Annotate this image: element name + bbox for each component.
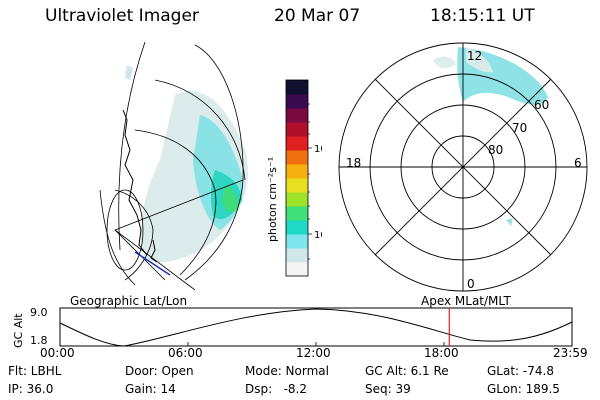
glon-info: GLon: 189.5 <box>487 382 560 396</box>
colorbar-stripe <box>286 108 308 123</box>
gc-alt-info: GC Alt: 6.1 Re <box>365 364 449 378</box>
colorbar-stripe <box>286 122 308 137</box>
polar-plot: 12 18 6 0 60 70 80 <box>338 42 588 292</box>
mlt-label-12: 12 <box>467 49 482 63</box>
mlat-label-70: 70 <box>512 121 527 135</box>
altitude-ytick-min: 1.8 <box>30 334 48 347</box>
colorbar-stripe <box>286 80 308 95</box>
apex-label: Apex MLat/MLT <box>421 294 511 308</box>
mode-info: Mode: Normal <box>245 364 329 378</box>
colorbar-stripe <box>286 192 308 207</box>
xtick-1200: 12:00 <box>296 346 331 360</box>
altitude-ytick-max: 9.0 <box>30 306 48 319</box>
mlt-label-0: 0 <box>467 277 475 291</box>
colorbar-stripe <box>286 234 308 249</box>
colorbar-unit-label: photon cm⁻²s⁻¹ <box>266 157 279 242</box>
colorbar-gradient <box>286 80 308 277</box>
seq-info: Seq: 39 <box>365 382 411 396</box>
colorbar-tick-100: 100 <box>314 144 322 155</box>
geographic-map <box>99 41 248 290</box>
dsp-info: Dsp: -8.2 <box>245 382 308 396</box>
filter-info: Flt: LBHL <box>8 364 62 378</box>
ip-info: IP: 36.0 <box>8 382 54 396</box>
xtick-1800: 18:00 <box>424 346 459 360</box>
door-info: Door: Open <box>125 364 194 378</box>
colorbar-stripe <box>286 94 308 109</box>
colorbar-stripe <box>286 262 308 277</box>
mlat-label-60: 60 <box>534 98 549 112</box>
geographic-label: Geographic Lat/Lon <box>70 294 188 308</box>
glat-info: GLat: -74.8 <box>487 364 554 378</box>
altitude-plot: GC Alt 9.0 1.8 <box>12 306 573 348</box>
xtick-0000: 00:00 <box>40 346 75 360</box>
colorbar-tick-10: 10 <box>314 230 322 241</box>
date-label: 20 Mar 07 <box>274 6 361 26</box>
colorbar-stripe <box>286 164 308 179</box>
gain-info: Gain: 14 <box>125 382 176 396</box>
colorbar-stripe <box>286 150 308 165</box>
colorbar-stripe <box>286 136 308 151</box>
mlt-label-18: 18 <box>346 156 361 170</box>
mlt-label-6: 6 <box>574 156 582 170</box>
mlat-label-80: 80 <box>488 143 503 157</box>
colorbar-stripe <box>286 206 308 221</box>
instrument-title: Ultraviolet Imager <box>45 6 199 26</box>
xtick-2359: 23:59 <box>553 346 588 360</box>
altitude-ylabel: GC Alt <box>12 313 25 348</box>
colorbar-stripe <box>286 220 308 235</box>
colorbar: 100 10 photon cm⁻²s⁻¹ <box>266 79 322 277</box>
time-label: 18:15:11 UT <box>430 6 535 26</box>
colorbar-stripe <box>286 178 308 193</box>
xtick-0600: 06:00 <box>168 346 203 360</box>
colorbar-stripe <box>286 248 308 263</box>
